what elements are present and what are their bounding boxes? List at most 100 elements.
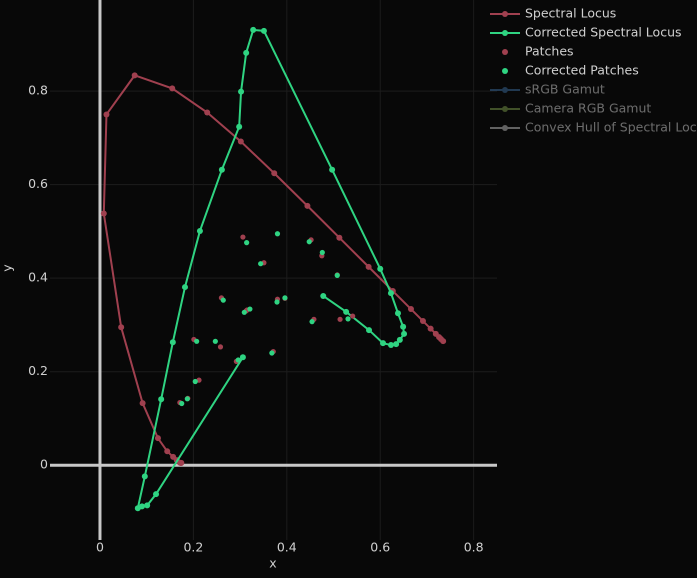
point — [366, 327, 373, 334]
y-axis-title: y — [0, 264, 15, 272]
x-tick-label: 0.6 — [370, 540, 390, 555]
point — [240, 234, 246, 240]
point — [393, 341, 400, 348]
point — [336, 234, 343, 241]
point — [164, 448, 171, 455]
series-line — [102, 74, 444, 464]
point — [144, 502, 151, 509]
point — [282, 295, 288, 301]
legend-item[interactable]: Convex Hull of Spectral Locus — [490, 120, 697, 135]
series-line — [136, 28, 406, 510]
point — [258, 261, 264, 267]
point — [387, 342, 394, 349]
point — [247, 306, 253, 312]
legend-label: Spectral Locus — [525, 6, 616, 21]
point — [153, 491, 160, 498]
point — [220, 297, 226, 303]
x-tick-label: 0.4 — [277, 540, 297, 555]
y-tick-label: 0.6 — [28, 176, 48, 191]
legend-item[interactable]: Patches — [502, 44, 574, 59]
point — [239, 354, 246, 361]
point — [204, 109, 211, 116]
point — [141, 473, 148, 480]
y-tick-label: 0.2 — [28, 363, 48, 378]
legend-item[interactable]: Camera RGB Gamut — [490, 101, 651, 116]
point — [400, 323, 407, 330]
point — [396, 336, 403, 343]
point — [118, 324, 125, 331]
legend-marker — [502, 125, 508, 131]
point — [407, 306, 414, 313]
point — [274, 231, 281, 237]
legend-marker — [502, 30, 508, 36]
point — [309, 319, 315, 325]
y-tick-label: 0.4 — [28, 270, 48, 285]
point — [218, 166, 225, 173]
point — [427, 325, 434, 332]
point — [235, 357, 241, 363]
point — [241, 309, 247, 315]
legend-marker — [502, 11, 508, 17]
x-tick-label: 0.8 — [464, 540, 484, 555]
point — [158, 396, 165, 403]
point — [394, 310, 401, 317]
point — [440, 338, 447, 345]
point — [343, 308, 350, 315]
point — [192, 378, 198, 385]
legend-label: sRGB Gamut — [525, 82, 605, 97]
point — [401, 330, 408, 337]
legend-marker — [502, 106, 508, 112]
point — [250, 26, 257, 33]
point — [236, 123, 243, 130]
point — [131, 72, 138, 79]
point — [238, 88, 245, 95]
legend-label: Patches — [525, 44, 574, 59]
point — [377, 265, 384, 272]
legend-label: Camera RGB Gamut — [525, 101, 651, 116]
x-axis-title: x — [269, 556, 276, 571]
point — [271, 170, 278, 177]
y-tick-label: 0 — [40, 457, 48, 472]
point — [380, 340, 387, 347]
point — [419, 318, 426, 325]
point — [334, 272, 340, 278]
legend-label: Convex Hull of Spectral Locus — [525, 120, 697, 135]
legend-item[interactable]: Corrected Spectral Locus — [490, 25, 682, 40]
point — [350, 313, 356, 319]
point — [319, 249, 325, 256]
point — [217, 344, 224, 350]
point — [134, 505, 141, 512]
legend-marker — [502, 87, 508, 93]
point — [260, 27, 267, 34]
legend-label: Corrected Spectral Locus — [525, 25, 682, 40]
point — [100, 210, 107, 217]
point — [194, 338, 200, 344]
point — [244, 240, 250, 246]
legend-item[interactable]: Spectral Locus — [490, 6, 616, 21]
legend-label: Corrected Patches — [525, 63, 639, 78]
legend-item[interactable]: sRGB Gamut — [490, 82, 605, 97]
point — [179, 400, 185, 407]
point — [170, 453, 177, 460]
legend-item[interactable]: Corrected Patches — [502, 63, 639, 78]
point — [169, 339, 176, 346]
point — [181, 284, 188, 291]
point — [274, 299, 280, 305]
point — [139, 400, 146, 407]
point — [306, 239, 312, 245]
point — [196, 227, 203, 234]
point — [329, 166, 336, 173]
x-tick-label: 0.2 — [183, 540, 203, 555]
y-tick-label: 0.8 — [28, 83, 48, 98]
x-tick-label: 0 — [96, 540, 104, 555]
point — [154, 435, 161, 442]
point — [320, 292, 327, 299]
point — [212, 338, 218, 344]
point — [304, 202, 311, 209]
point — [243, 49, 250, 56]
point — [169, 85, 176, 92]
point — [269, 350, 275, 356]
point — [337, 316, 343, 322]
